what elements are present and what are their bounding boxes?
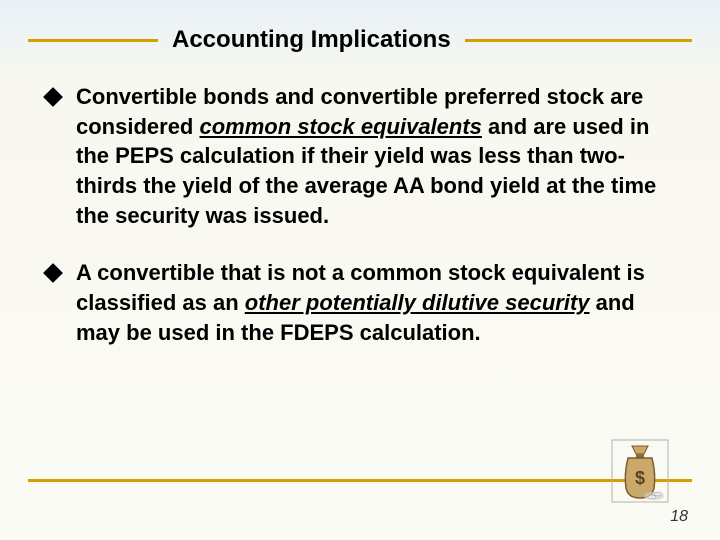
title-rule-left: [28, 39, 158, 42]
content-area: Convertible bonds and convertible prefer…: [0, 54, 720, 348]
diamond-bullet-icon: [43, 87, 63, 107]
svg-text:$: $: [635, 468, 645, 488]
page-number: 18: [670, 508, 688, 526]
emphasized-term: common stock equivalents: [199, 114, 481, 139]
money-bag-icon: $: [610, 434, 670, 504]
diamond-bullet-icon: [43, 264, 63, 284]
title-row: Accounting Implications: [0, 0, 720, 54]
emphasized-term: other potentially dilutive security: [245, 290, 590, 315]
bullet-item: A convertible that is not a common stock…: [46, 258, 674, 347]
bottom-rule: [28, 479, 692, 482]
page-title: Accounting Implications: [158, 26, 465, 54]
title-rule-right: [465, 39, 692, 42]
bullet-text: Convertible bonds and convertible prefer…: [76, 82, 674, 230]
bullet-item: Convertible bonds and convertible prefer…: [46, 82, 674, 230]
bullet-text: A convertible that is not a common stock…: [76, 258, 674, 347]
